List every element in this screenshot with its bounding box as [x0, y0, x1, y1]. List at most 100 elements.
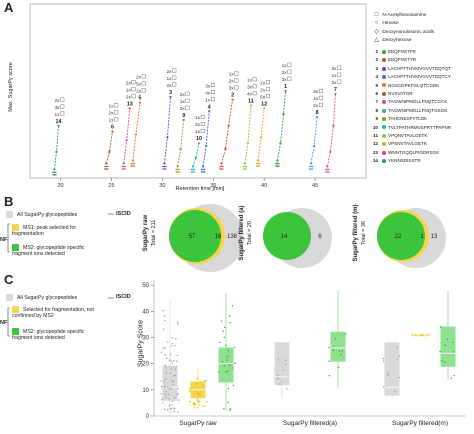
jitter-point: [328, 360, 330, 362]
jitter-point: [222, 330, 224, 332]
peptide-sequence: WNNTGQQLPIGDRSGK: [388, 149, 440, 155]
jitter-point: [227, 387, 230, 390]
data-point: [219, 165, 221, 168]
composition-label: 2x: [126, 80, 132, 86]
jitter-point: [439, 326, 442, 328]
box: [218, 347, 234, 383]
peptide-number: 7: [375, 99, 378, 105]
jitter-point: [164, 364, 166, 366]
jitter-point: [168, 404, 171, 406]
data-point: [257, 162, 259, 165]
jitter-point: [334, 338, 337, 340]
peptide-legend-item: 8 TAGWNIPMGLLFNQTGSGK: [370, 108, 447, 113]
glycan-symbol: [337, 79, 342, 84]
jitter-point: [164, 347, 166, 349]
data-point: [282, 113, 285, 116]
jitter-point: [422, 334, 424, 336]
glycan-symbol: [287, 62, 292, 67]
peptide-number: 8: [375, 107, 378, 113]
composition-label: 3x: [331, 66, 337, 72]
jitter-point: [387, 372, 390, 374]
data-point: [325, 171, 327, 173]
data-point: [311, 165, 314, 168]
glycan-symbol: [131, 80, 136, 85]
composition-label: 4x: [247, 92, 253, 98]
jitter-point: [188, 400, 191, 403]
data-point: [53, 171, 56, 174]
composition-label: 4x: [205, 90, 211, 96]
venn-total: Total = 20: [247, 221, 253, 246]
data-point: [106, 168, 109, 170]
jitter-point: [170, 360, 173, 363]
data-point: [130, 165, 133, 167]
jitter-point: [174, 368, 177, 371]
composition-label: 1x: [331, 73, 337, 79]
jitter-point: [227, 349, 229, 352]
triangle-icon: △: [374, 37, 379, 43]
panel-b-letter: B: [4, 194, 14, 209]
glycan-symbol: [337, 72, 342, 77]
data-point: [200, 168, 203, 171]
data-point: [131, 159, 134, 162]
peptide-legend-item: 3 LACHPTTHVMVGVVTDQTQT: [370, 66, 450, 71]
peptide-number: 1: [375, 49, 378, 54]
data-point: [327, 168, 330, 171]
jitter-point: [171, 404, 173, 406]
data-point: [326, 171, 329, 173]
data-point: [222, 165, 224, 168]
jitter-point: [162, 402, 164, 404]
peptide-number-label: 4: [208, 104, 212, 110]
jitter-point: [167, 341, 169, 343]
jitter-point: [382, 360, 385, 362]
jitter-point: [284, 363, 287, 366]
jitter-point: [164, 408, 166, 410]
peptide-sequence: NVSVATGR: [388, 91, 413, 96]
peptide-number-label: 13: [127, 101, 133, 107]
composition-label: 1x: [229, 72, 235, 78]
panel-c-letter: C: [4, 272, 14, 287]
jitter-point: [165, 391, 167, 393]
jitter-point: [164, 320, 166, 322]
data-point: [203, 168, 206, 171]
green-swatch: [12, 244, 19, 251]
color-dot-icon: [382, 142, 386, 147]
y-tick-label: 0: [146, 414, 150, 420]
data-point: [243, 162, 246, 165]
jitter-point: [173, 410, 175, 413]
jitter-point: [167, 386, 169, 388]
data-point: [176, 171, 179, 173]
venn-title: SugarPy filtered (m): [353, 204, 359, 262]
color-dot-icon: [382, 116, 386, 121]
data-point: [122, 168, 125, 170]
composition-label: 2x: [167, 69, 173, 75]
jitter-point: [453, 374, 455, 377]
peptide-number-label: 1: [284, 84, 287, 90]
jitter-point: [398, 355, 401, 357]
peptide-sequence: YKNNSDISSTR: [388, 158, 421, 164]
data-point: [55, 171, 57, 174]
box: [384, 342, 400, 396]
jitter-point: [279, 383, 281, 385]
data-point: [258, 162, 261, 165]
jitter-point: [398, 376, 401, 379]
peptide-number-label: 3: [169, 90, 172, 96]
data-point: [327, 171, 330, 173]
jitter-point: [286, 388, 288, 390]
composition-label: 1x: [205, 97, 211, 103]
glycan-symbol: [252, 77, 257, 82]
jitter-point: [223, 365, 226, 367]
peptide-legend-item: 6 NVSVATGR: [370, 91, 413, 96]
jitter-point: [276, 377, 279, 380]
data-point: [165, 168, 167, 170]
peptide-legend-item: 14 YKNNSDISSTR: [370, 158, 421, 163]
gray-swatch: [6, 294, 13, 301]
jitter-point: [337, 366, 340, 369]
bracket-nf-c: [7, 307, 10, 337]
jitter-point: [177, 411, 179, 413]
composition-label: 2x: [55, 98, 61, 104]
venn-green-circle: [263, 212, 311, 260]
peptide-sequence: LACHPTTHVMVGVVTDQTCY: [388, 74, 451, 80]
jitter-point: [162, 309, 164, 312]
peptide-number-label: 10: [196, 136, 202, 142]
data-point: [176, 165, 179, 168]
